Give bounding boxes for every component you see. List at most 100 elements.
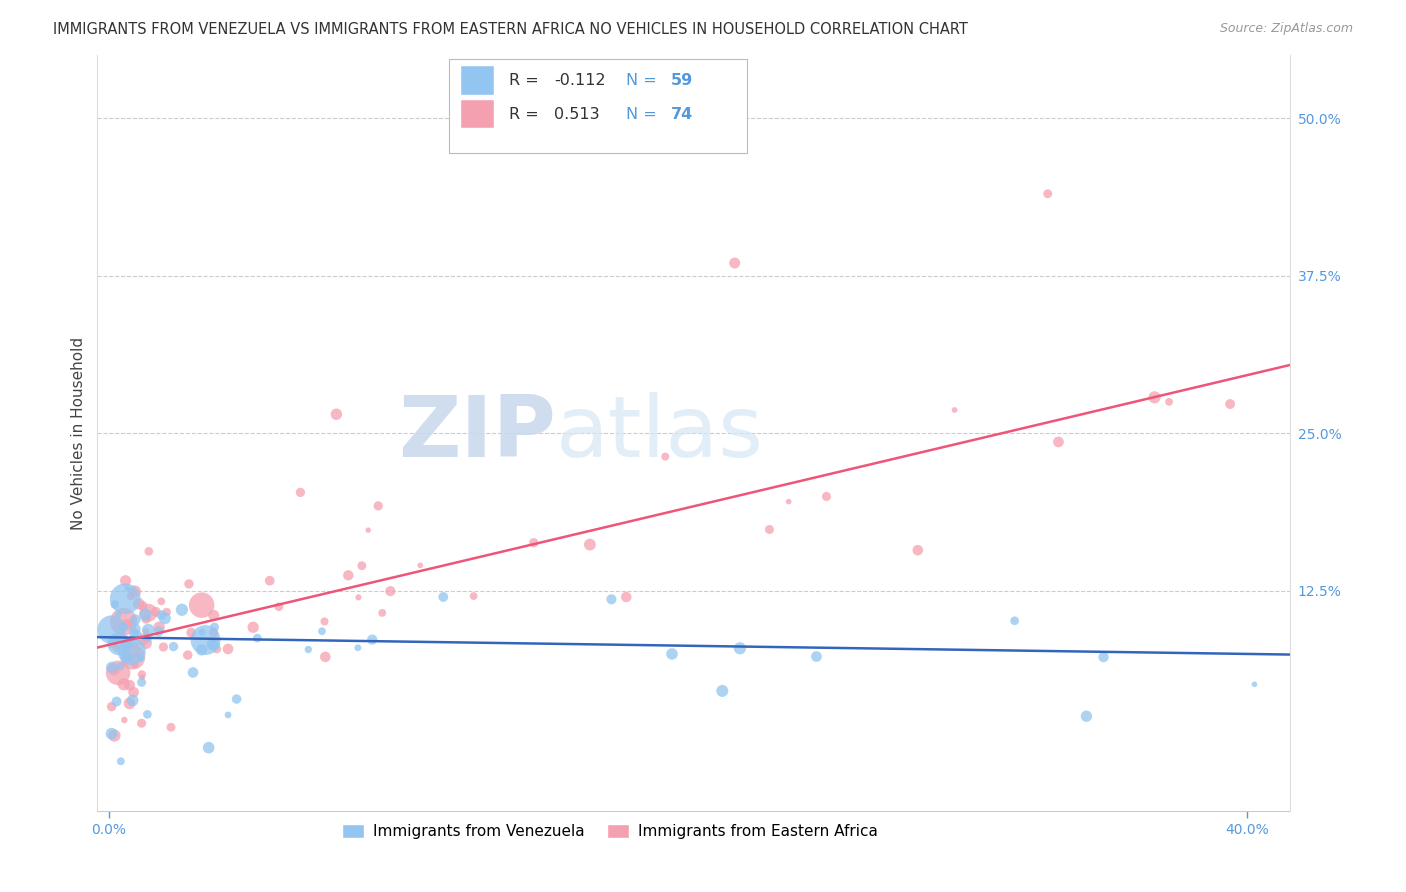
- Point: [131, 670, 153, 684]
- Point: [135, 612, 157, 626]
- Point: [150, 594, 173, 608]
- Point: [191, 625, 214, 640]
- Point: [463, 589, 485, 603]
- Point: [125, 628, 148, 642]
- Point: [190, 643, 212, 657]
- Point: [136, 632, 159, 646]
- Point: [114, 574, 136, 588]
- Point: [125, 638, 148, 652]
- Point: [117, 581, 139, 595]
- Text: -0.112: -0.112: [554, 73, 606, 88]
- Text: R =: R =: [509, 73, 544, 88]
- Point: [1047, 434, 1070, 449]
- Point: [108, 659, 131, 673]
- Point: [290, 485, 312, 500]
- Point: [114, 591, 136, 606]
- Point: [115, 637, 138, 651]
- Point: [118, 697, 141, 711]
- Point: [190, 598, 212, 612]
- Point: [1219, 397, 1241, 411]
- Point: [134, 607, 156, 622]
- Point: [1243, 677, 1265, 691]
- Point: [806, 649, 828, 664]
- Point: [100, 623, 122, 637]
- Point: [138, 606, 160, 620]
- Point: [205, 642, 228, 657]
- Point: [297, 642, 319, 657]
- Point: [200, 638, 222, 652]
- Point: [121, 644, 143, 658]
- Point: [661, 647, 683, 661]
- Point: [131, 632, 153, 647]
- Point: [347, 640, 370, 655]
- Point: [1076, 709, 1098, 723]
- Point: [523, 535, 546, 549]
- Point: [122, 626, 145, 640]
- Point: [325, 407, 347, 421]
- Point: [131, 675, 153, 690]
- Point: [107, 665, 129, 680]
- Point: [100, 699, 122, 714]
- Point: [311, 624, 333, 639]
- Point: [217, 707, 239, 722]
- Point: [125, 648, 148, 663]
- Point: [724, 256, 747, 270]
- Point: [246, 631, 269, 645]
- Point: [367, 499, 389, 513]
- Point: [217, 642, 239, 657]
- Point: [150, 608, 173, 623]
- Point: [156, 605, 179, 619]
- Point: [135, 624, 157, 639]
- Point: [579, 538, 602, 552]
- Text: atlas: atlas: [557, 392, 765, 475]
- Point: [100, 660, 122, 674]
- Point: [314, 615, 336, 629]
- Point: [112, 713, 135, 727]
- Point: [124, 613, 146, 627]
- Point: [160, 720, 183, 734]
- FancyBboxPatch shape: [461, 100, 495, 128]
- Point: [202, 608, 225, 623]
- Point: [357, 523, 380, 537]
- Point: [122, 685, 145, 699]
- Point: [177, 648, 200, 662]
- Point: [108, 637, 131, 651]
- Point: [129, 651, 152, 665]
- Text: R =: R =: [509, 107, 544, 121]
- Point: [225, 692, 247, 706]
- Point: [432, 590, 454, 604]
- Point: [380, 584, 402, 599]
- Point: [152, 640, 174, 654]
- Point: [267, 599, 290, 614]
- Point: [121, 634, 143, 648]
- Point: [148, 624, 170, 639]
- Point: [614, 590, 637, 604]
- Point: [128, 597, 150, 611]
- Point: [105, 694, 128, 708]
- Point: [1092, 650, 1115, 665]
- Point: [124, 658, 146, 673]
- Point: [711, 684, 734, 698]
- Point: [107, 607, 129, 622]
- Point: [815, 490, 838, 504]
- Point: [409, 558, 432, 573]
- Point: [112, 615, 135, 629]
- Point: [117, 650, 139, 665]
- Point: [131, 716, 153, 731]
- Point: [120, 589, 142, 603]
- Point: [361, 632, 384, 647]
- Point: [136, 623, 159, 637]
- Point: [136, 707, 159, 722]
- Point: [138, 544, 160, 558]
- Text: ZIP: ZIP: [399, 392, 557, 475]
- Text: N =: N =: [626, 73, 661, 88]
- Point: [1036, 186, 1059, 201]
- Point: [728, 641, 751, 656]
- Point: [371, 606, 394, 620]
- Y-axis label: No Vehicles in Household: No Vehicles in Household: [72, 336, 86, 530]
- Point: [204, 620, 226, 634]
- Point: [121, 650, 143, 665]
- Point: [162, 640, 184, 654]
- Point: [314, 649, 336, 664]
- Point: [135, 636, 157, 650]
